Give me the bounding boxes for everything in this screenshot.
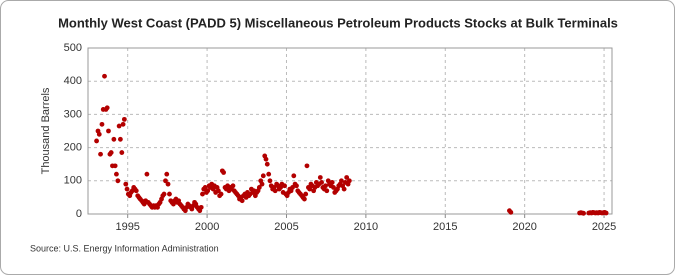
point xyxy=(99,121,105,127)
point xyxy=(165,181,171,187)
point xyxy=(98,151,103,157)
point xyxy=(282,183,287,189)
point xyxy=(163,178,168,184)
y-tick-label: 200 xyxy=(64,142,82,154)
x-tick-label: 2015 xyxy=(433,221,457,233)
x-tick-label: 1995 xyxy=(115,221,139,233)
x-tick-label: 2010 xyxy=(354,221,378,233)
point xyxy=(324,188,330,194)
point xyxy=(198,204,204,210)
y-axis-label: Thousand Barrels xyxy=(40,87,52,174)
point xyxy=(603,210,609,216)
point xyxy=(108,150,114,155)
point xyxy=(239,198,245,204)
point xyxy=(102,73,107,79)
point xyxy=(117,136,123,142)
point xyxy=(205,188,211,194)
point xyxy=(221,170,227,175)
point xyxy=(256,185,262,190)
point xyxy=(331,185,336,190)
point xyxy=(96,131,102,137)
point xyxy=(263,156,269,162)
point xyxy=(346,178,352,184)
point xyxy=(161,191,167,197)
point xyxy=(290,185,295,190)
point xyxy=(124,186,130,192)
point xyxy=(215,188,221,194)
point xyxy=(115,178,121,184)
point xyxy=(307,186,313,192)
point xyxy=(267,178,273,184)
point xyxy=(303,191,309,197)
point xyxy=(339,178,344,184)
point xyxy=(119,150,125,155)
point xyxy=(200,191,205,197)
point xyxy=(317,175,323,180)
point xyxy=(272,188,278,194)
point xyxy=(116,123,122,129)
point xyxy=(319,180,324,185)
point xyxy=(581,210,586,216)
point xyxy=(344,175,350,180)
point xyxy=(202,185,208,190)
x-tick-label: 2025 xyxy=(592,221,616,233)
point xyxy=(123,181,129,187)
point xyxy=(508,209,514,215)
point xyxy=(304,163,310,169)
point xyxy=(259,181,265,187)
point xyxy=(218,191,224,197)
point xyxy=(164,171,170,177)
point xyxy=(302,196,307,202)
point xyxy=(120,121,126,127)
point xyxy=(329,180,335,185)
y-tick-label: 400 xyxy=(64,75,82,87)
point xyxy=(114,171,119,177)
point xyxy=(104,105,110,111)
point xyxy=(112,163,118,169)
point xyxy=(266,171,272,177)
point xyxy=(121,116,127,122)
x-tick-label: 2020 xyxy=(512,221,536,233)
point xyxy=(323,183,328,189)
point xyxy=(133,188,139,194)
y-tick-label: 500 xyxy=(64,42,82,54)
point xyxy=(144,171,150,177)
source-note: Source: U.S. Energy Information Administ… xyxy=(30,243,219,253)
point xyxy=(106,128,111,134)
point xyxy=(167,191,172,197)
x-tick-label: 2005 xyxy=(274,221,298,233)
x-tick-label: 2000 xyxy=(195,221,219,233)
point xyxy=(94,138,99,144)
chart-title: Monthly West Coast (PADD 5) Miscellaneou… xyxy=(58,15,618,30)
plot-area xyxy=(87,47,613,215)
y-tick-label: 100 xyxy=(64,175,82,187)
point xyxy=(264,161,270,167)
point xyxy=(291,173,297,179)
point xyxy=(230,183,236,189)
point xyxy=(294,183,299,189)
point xyxy=(111,136,117,142)
point xyxy=(260,173,266,179)
point xyxy=(341,186,347,192)
y-tick-label: 300 xyxy=(64,108,82,120)
y-tick-label: 0 xyxy=(76,208,82,220)
